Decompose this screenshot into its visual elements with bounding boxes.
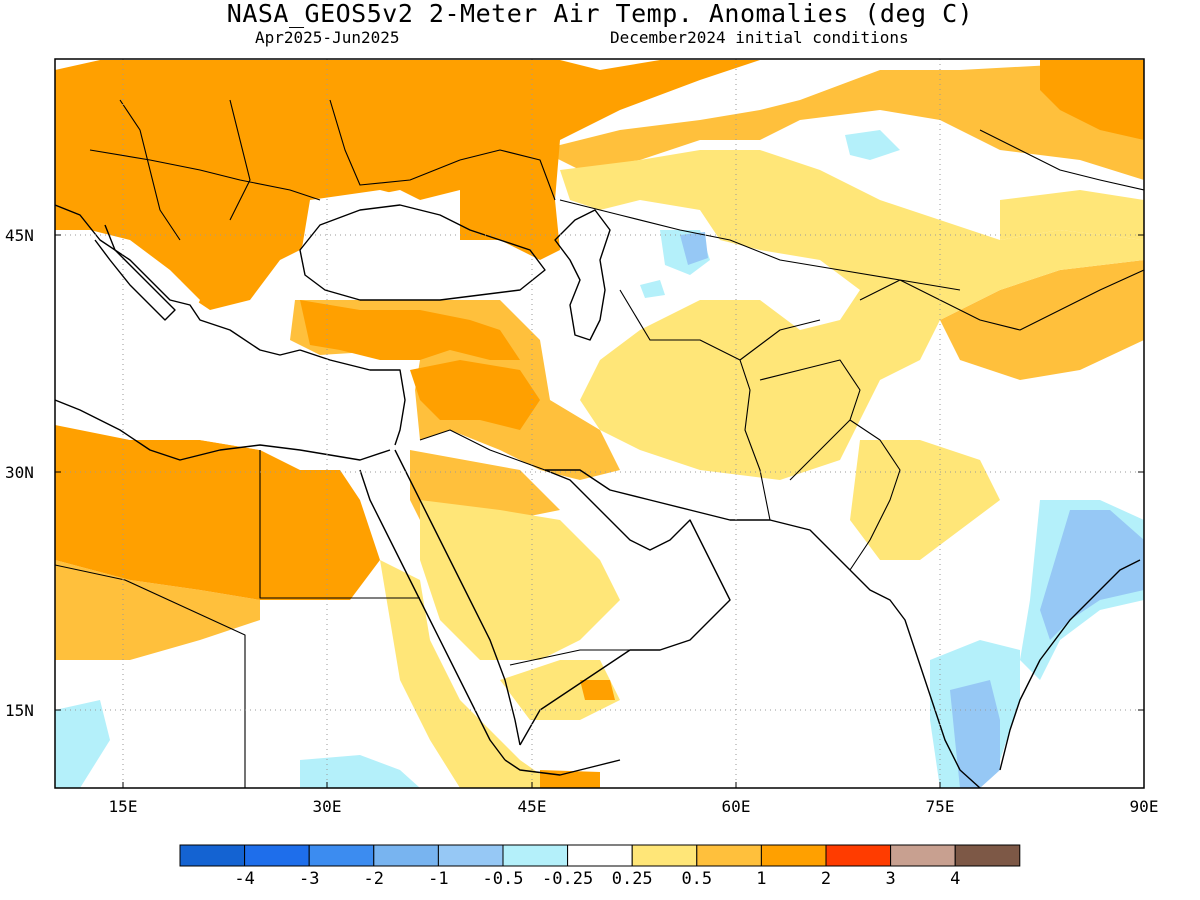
- border-sahara: [55, 564, 246, 788]
- coastline-gulf: [519, 469, 731, 746]
- colorbar-label: -0.25: [542, 869, 593, 889]
- border-china: [859, 269, 1144, 331]
- border-india-pak: [849, 419, 901, 571]
- colorbar-label: -4: [234, 869, 254, 889]
- field-blue-india: [950, 680, 1000, 788]
- field-white-black-sea: [300, 190, 480, 300]
- lon-label-15e: 15E: [109, 797, 138, 816]
- colorbar-swatch: [308, 844, 375, 867]
- colorbar-swatch: [437, 844, 504, 867]
- anomaly-fields: [55, 60, 1144, 788]
- field-light-orange-east: [940, 260, 1144, 380]
- lon-label-90e: 90E: [1130, 797, 1159, 816]
- colorbar-label: -2: [364, 869, 384, 889]
- lon-label-75e: 75E: [926, 797, 955, 816]
- colorbar-label: -3: [299, 869, 319, 889]
- colorbar-label: 0.5: [681, 869, 712, 889]
- colorbar-label: -0.5: [483, 869, 524, 889]
- field-yellow-yemen: [500, 660, 620, 720]
- coastline-caspian: [554, 209, 611, 341]
- coastline-india-west: [849, 569, 981, 788]
- border-mongolia: [979, 129, 1144, 191]
- coastlines: [55, 204, 1141, 788]
- coastline-black-sea: [299, 204, 546, 301]
- colorbar-swatch: [631, 844, 698, 867]
- colorbar-label: 3: [885, 869, 895, 889]
- lat-label-30n: 30N: [5, 463, 34, 482]
- lon-label-45e: 45E: [518, 797, 547, 816]
- border-iran-afghan: [739, 359, 771, 521]
- colorbar-label: 2: [821, 869, 831, 889]
- field-blue-caspian: [680, 232, 708, 265]
- colorbar-swatch: [373, 844, 439, 867]
- border-central-asia: [619, 289, 821, 361]
- colorbar: -4 -3 -2 -1 -0.5 -0.25 0.25 0.5 1 2 3 4: [179, 844, 1021, 889]
- field-orange-europe: [55, 60, 760, 310]
- field-light-orange-africa-south: [55, 560, 260, 660]
- colorbar-label: -1: [428, 869, 448, 889]
- border-afghan-pak: [759, 359, 861, 481]
- field-blue-bengal: [1040, 510, 1144, 640]
- colorbar-label: 1: [756, 869, 766, 889]
- field-orange-russia-ne: [1040, 60, 1144, 140]
- border-saudi-yemen: [509, 649, 630, 666]
- colorbar-swatch: [760, 844, 827, 867]
- coastline-india-east: [999, 559, 1141, 771]
- coastline-italy: [94, 224, 176, 321]
- colorbar-swatch: [890, 844, 956, 867]
- field-white-med: [55, 310, 410, 450]
- field-orange-turkey: [300, 300, 520, 360]
- coastline-horn: [504, 759, 621, 776]
- chart-title: NASA_GEOS5v2 2-Meter Air Temp. Anomalies…: [226, 0, 974, 28]
- lat-label-45n: 45N: [5, 226, 34, 245]
- field-light-orange-siberia: [540, 60, 1144, 180]
- colorbar-swatch: [696, 844, 762, 867]
- border-saudi-north: [419, 429, 546, 471]
- border-russia: [459, 149, 556, 201]
- field-lightblue-africa: [55, 700, 110, 788]
- coastline-anatolia-levant: [299, 349, 406, 446]
- border-europe-1: [89, 149, 321, 201]
- border-europe-3: [229, 99, 251, 221]
- coastline-north-africa: [55, 399, 391, 461]
- coastline-red-sea: [359, 469, 506, 761]
- coastline-iran: [545, 469, 851, 571]
- border-kazakh: [559, 199, 961, 291]
- field-yellow-arabia: [420, 500, 620, 660]
- colorbar-swatch: [954, 844, 1021, 867]
- lon-label-30e: 30E: [313, 797, 342, 816]
- lat-label-15n: 15N: [5, 701, 34, 720]
- colorbar-swatch: [179, 844, 246, 867]
- field-yellow-central-asia: [560, 150, 1144, 480]
- axis-ticks: [55, 234, 1144, 788]
- field-orange-yemen-spot: [580, 680, 615, 700]
- border-europe-4: [329, 99, 461, 186]
- coastline-europe: [55, 204, 301, 356]
- field-orange-iraq: [410, 360, 540, 430]
- borders: [55, 99, 1144, 788]
- forecast-period: Apr2025-Jun2025: [255, 28, 400, 47]
- field-yellow-india: [850, 440, 1000, 560]
- border-europe-2: [119, 99, 181, 241]
- field-lightblue-kazakh: [640, 280, 665, 298]
- colorbar-swatch: [825, 844, 892, 867]
- field-yellow-china: [1000, 190, 1144, 240]
- colorbar-label: 4: [950, 869, 960, 889]
- initial-conditions: December2024 initial conditions: [610, 28, 909, 47]
- colorbar-swatch: [502, 844, 569, 867]
- colorbar-swatch: [244, 844, 310, 867]
- colorbar-label: 0.25: [612, 869, 653, 889]
- field-lightblue-ethiopia: [300, 755, 420, 788]
- border-libya-egypt: [259, 450, 420, 599]
- field-lightblue-siberia: [845, 130, 900, 160]
- lon-label-60e: 60E: [722, 797, 751, 816]
- colorbar-swatch: [567, 844, 633, 867]
- field-orange-sahara: [55, 425, 380, 600]
- coastline-red-sea-east: [394, 449, 521, 746]
- field-yellow-red-sea: [380, 560, 560, 788]
- map-frame: [54, 58, 1145, 789]
